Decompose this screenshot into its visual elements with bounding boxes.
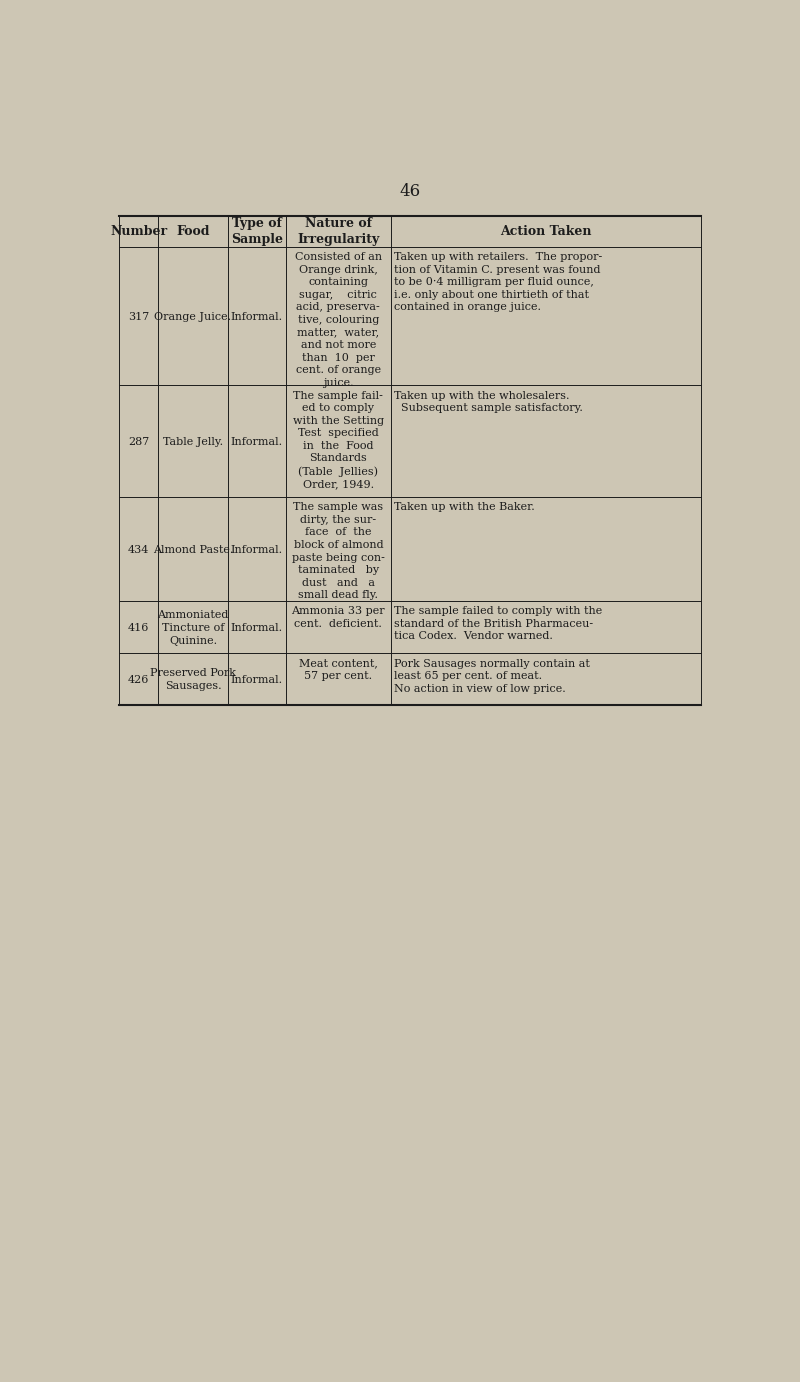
Text: Informal.: Informal.	[231, 623, 283, 633]
Text: 317: 317	[128, 312, 150, 322]
Text: Nature of
Irregularity: Nature of Irregularity	[297, 217, 379, 246]
Text: Number: Number	[110, 225, 167, 238]
Text: Pork Sausages normally contain at
least 65 per cent. of meat.
No action in view : Pork Sausages normally contain at least …	[394, 659, 590, 694]
Text: Ammonia 33 per
cent.  deficient.: Ammonia 33 per cent. deficient.	[291, 607, 385, 629]
Text: Taken up with retailers.  The propor-
tion of Vitamin C. present was found
to be: Taken up with retailers. The propor- tio…	[394, 252, 602, 312]
Text: Table Jelly.: Table Jelly.	[163, 437, 223, 446]
Text: Ammoniated
Tincture of
Quinine.: Ammoniated Tincture of Quinine.	[158, 609, 229, 645]
Text: Orange Juice.: Orange Juice.	[154, 312, 231, 322]
Text: Taken up with the Baker.: Taken up with the Baker.	[394, 502, 534, 513]
Text: Taken up with the wholesalers.
  Subsequent sample satisfactory.: Taken up with the wholesalers. Subsequen…	[394, 391, 582, 413]
Text: The sample failed to comply with the
standard of the British Pharmaceu-
tica Cod: The sample failed to comply with the sta…	[394, 607, 602, 641]
Text: 426: 426	[128, 674, 150, 685]
Text: Informal.: Informal.	[231, 545, 283, 554]
Text: 287: 287	[128, 437, 150, 446]
Text: Meat content,
57 per cent.: Meat content, 57 per cent.	[299, 659, 378, 681]
Text: Informal.: Informal.	[231, 312, 283, 322]
Text: Informal.: Informal.	[231, 437, 283, 446]
Text: Type of
Sample: Type of Sample	[231, 217, 283, 246]
Text: Consisted of an
Orange drink,
containing
sugar,    citric
acid, preserva-
tive, : Consisted of an Orange drink, containing…	[294, 252, 382, 388]
Text: Almond Paste.: Almond Paste.	[153, 545, 233, 554]
Text: The sample fail-
ed to comply
with the Setting
Test  specified
in  the  Food
Sta: The sample fail- ed to comply with the S…	[293, 391, 384, 489]
Text: Informal.: Informal.	[231, 674, 283, 685]
Text: 416: 416	[128, 623, 150, 633]
Text: Food: Food	[176, 225, 210, 238]
Text: 46: 46	[399, 182, 421, 200]
Text: Preserved Pork
Sausages.: Preserved Pork Sausages.	[150, 669, 236, 691]
Text: The sample was
dirty, the sur-
face  of  the
block of almond
paste being con-
ta: The sample was dirty, the sur- face of t…	[292, 502, 385, 600]
Text: Action Taken: Action Taken	[500, 225, 591, 238]
Text: 434: 434	[128, 545, 150, 554]
